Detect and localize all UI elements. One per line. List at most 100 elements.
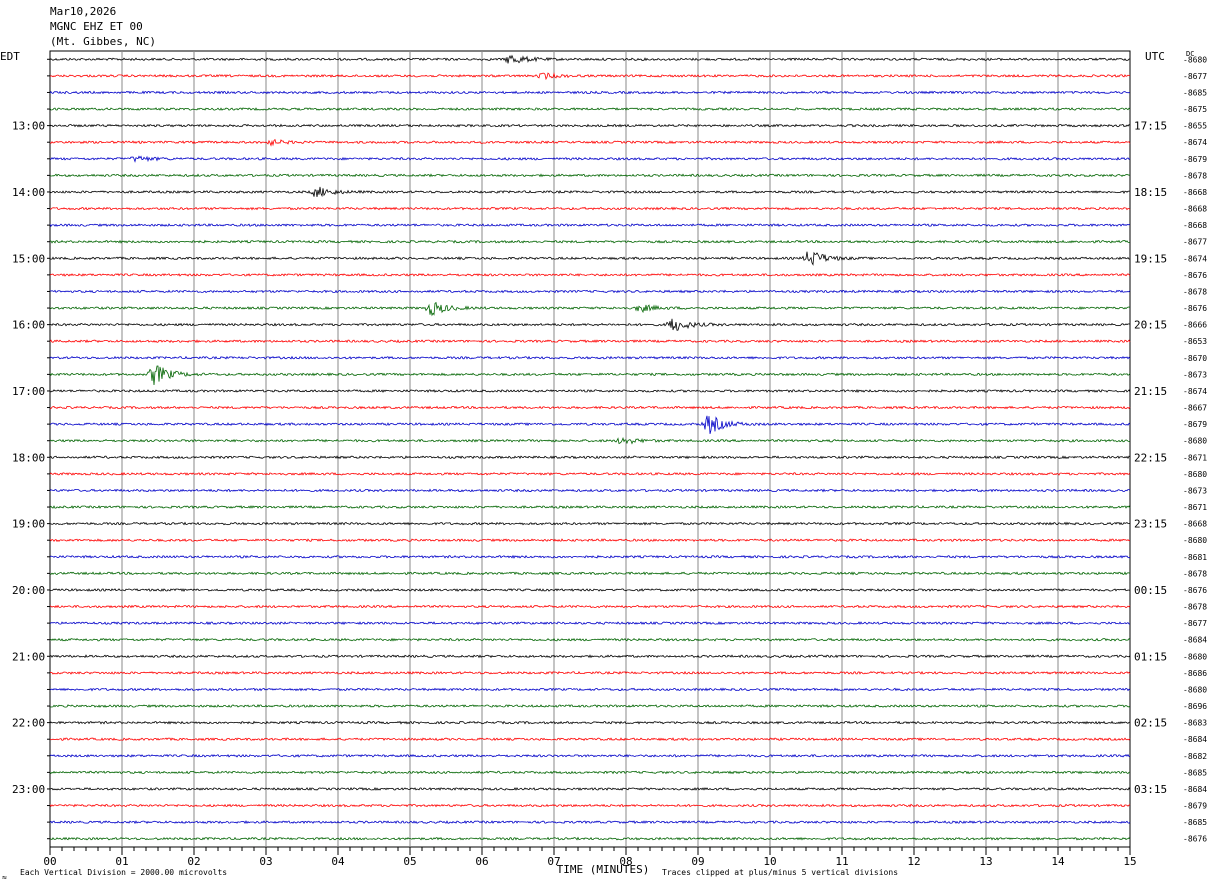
dc-offset-label: -8679 bbox=[1183, 802, 1207, 811]
x-tick-label: 11 bbox=[835, 855, 848, 868]
edt-hour-label: 14:00 bbox=[12, 186, 45, 199]
dc-offset-label: -8680 bbox=[1183, 437, 1207, 446]
x-tick-label: 04 bbox=[331, 855, 345, 868]
seismic-trace bbox=[49, 173, 1131, 178]
seismic-trace bbox=[49, 803, 1131, 808]
seismic-trace bbox=[49, 405, 1131, 410]
seismic-trace bbox=[49, 388, 1131, 394]
dc-offset-label: -8685 bbox=[1183, 88, 1207, 97]
dc-offset-label: -8696 bbox=[1183, 702, 1207, 711]
dc-offset-label: -8676 bbox=[1183, 304, 1207, 313]
seismic-trace bbox=[49, 720, 1131, 725]
x-tick-label: 01 bbox=[115, 855, 128, 868]
dc-offset-label: -8679 bbox=[1183, 155, 1207, 164]
dc-offset-label: -8653 bbox=[1183, 337, 1207, 346]
dc-offset-label: -8673 bbox=[1183, 486, 1207, 495]
dc-offset-label: -8680 bbox=[1183, 55, 1207, 64]
dc-offset-label: -8682 bbox=[1183, 752, 1207, 761]
dc-offset-label: -8680 bbox=[1183, 536, 1207, 545]
seismic-trace bbox=[49, 273, 1131, 277]
dc-offset-label: -8675 bbox=[1183, 105, 1207, 114]
dc-offset-label: -8680 bbox=[1183, 470, 1207, 479]
edt-hour-label: 20:00 bbox=[12, 584, 45, 597]
x-tick-label: 08 bbox=[619, 855, 632, 868]
station-label: MGNC EHZ ET 00 bbox=[50, 20, 143, 33]
x-tick-label: 07 bbox=[547, 855, 560, 868]
dc-offset-label: -8678 bbox=[1183, 569, 1207, 578]
edt-hour-label: 23:00 bbox=[12, 783, 45, 796]
x-tick-label: 09 bbox=[691, 855, 704, 868]
seismic-trace bbox=[49, 318, 1131, 331]
seismic-trace bbox=[49, 521, 1131, 526]
edt-hour-label: 17:00 bbox=[12, 385, 45, 398]
seismic-trace bbox=[49, 138, 1131, 147]
dc-offset-label: -8680 bbox=[1183, 652, 1207, 661]
dc-offset-label: -8678 bbox=[1183, 171, 1207, 180]
seismic-trace bbox=[49, 90, 1131, 95]
dc-offset-label: -8677 bbox=[1183, 238, 1207, 247]
seismic-trace bbox=[49, 670, 1131, 675]
dc-label: DC bbox=[1186, 50, 1194, 58]
edt-hour-label: 18:00 bbox=[12, 451, 45, 464]
seismic-trace bbox=[49, 186, 1130, 198]
dc-offset-label: -8676 bbox=[1183, 586, 1207, 595]
x-tick-label: 13 bbox=[979, 855, 992, 868]
dc-offset-label: -8674 bbox=[1183, 138, 1207, 147]
edt-hour-label: 16:00 bbox=[12, 319, 45, 332]
dc-offset-label: -8668 bbox=[1183, 188, 1207, 197]
utc-label: UTC bbox=[1145, 50, 1165, 63]
dc-offset-label: -8685 bbox=[1183, 818, 1207, 827]
seismic-trace bbox=[49, 554, 1130, 559]
utc-hour-label: 02:15 bbox=[1134, 717, 1167, 730]
dc-offset-label: -8681 bbox=[1183, 553, 1207, 562]
utc-hour-label: 17:15 bbox=[1134, 120, 1167, 133]
utc-hour-label: 03:15 bbox=[1134, 783, 1167, 796]
dc-offset-label: -8655 bbox=[1183, 122, 1207, 131]
seismic-trace bbox=[49, 289, 1131, 294]
seismic-trace bbox=[49, 54, 1131, 64]
scale-note: Each Vertical Division = 2000.00 microvo… bbox=[20, 868, 227, 877]
seismic-trace bbox=[49, 753, 1131, 758]
dc-offset-label: -8683 bbox=[1183, 719, 1207, 728]
dc-offset-label: -8679 bbox=[1183, 420, 1207, 429]
utc-hour-label: 22:15 bbox=[1134, 451, 1167, 464]
dc-offset-label: -8668 bbox=[1183, 221, 1207, 230]
dc-offset-label: -8684 bbox=[1183, 735, 1207, 744]
seismic-trace bbox=[49, 239, 1131, 244]
dc-offset-label: -8676 bbox=[1183, 271, 1207, 280]
seismic-trace bbox=[49, 538, 1131, 543]
dc-offset-label: -8684 bbox=[1183, 636, 1207, 645]
seismic-trace bbox=[49, 72, 1131, 81]
seismic-trace bbox=[49, 770, 1131, 775]
dc-offset-label: -8670 bbox=[1183, 354, 1207, 363]
seismic-trace bbox=[49, 505, 1131, 509]
x-tick-label: 14 bbox=[1051, 855, 1065, 868]
dc-offset-label: -8674 bbox=[1183, 387, 1207, 396]
utc-hour-label: 01:15 bbox=[1134, 650, 1167, 663]
seismic-trace bbox=[49, 251, 1131, 266]
seismic-trace bbox=[49, 704, 1131, 708]
utc-hour-label: 23:15 bbox=[1134, 518, 1167, 531]
seismic-trace bbox=[49, 488, 1131, 493]
dc-offset-label: -8684 bbox=[1183, 785, 1207, 794]
dc-offset-label: -8673 bbox=[1183, 370, 1207, 379]
x-tick-label: 06 bbox=[475, 855, 488, 868]
x-axis-label: TIME (MINUTES) bbox=[557, 863, 650, 876]
utc-hour-label: 20:15 bbox=[1134, 319, 1167, 332]
utc-hour-label: 00:15 bbox=[1134, 584, 1167, 597]
seismic-trace bbox=[49, 654, 1131, 659]
x-tick-label: 03 bbox=[259, 855, 272, 868]
seismic-trace bbox=[49, 621, 1131, 626]
dc-offset-label: -8671 bbox=[1183, 503, 1207, 512]
seismic-trace bbox=[49, 155, 1131, 163]
seismic-trace bbox=[49, 123, 1131, 128]
dc-offset-label: -8680 bbox=[1183, 685, 1207, 694]
dc-offset-label: -8671 bbox=[1183, 453, 1207, 462]
seismic-trace bbox=[49, 107, 1131, 111]
dc-offset-label: -8677 bbox=[1183, 72, 1207, 81]
seismic-trace bbox=[49, 415, 1131, 435]
edt-hour-label: 22:00 bbox=[12, 717, 45, 730]
seismic-trace bbox=[49, 836, 1131, 841]
seismic-trace bbox=[49, 820, 1131, 825]
